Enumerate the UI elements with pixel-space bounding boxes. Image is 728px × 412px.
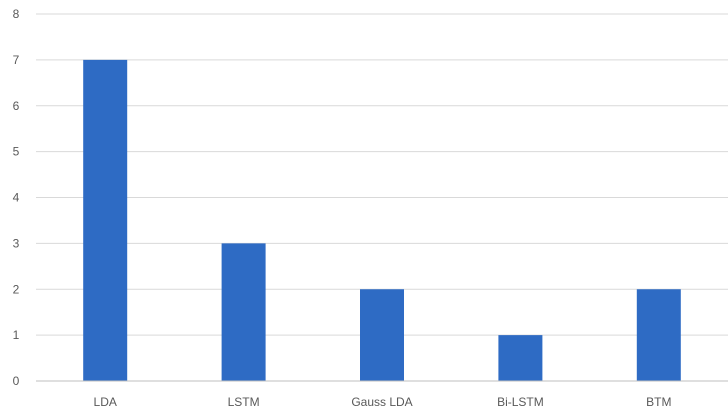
y-tick-label: 0 bbox=[13, 374, 20, 388]
bar-lstm bbox=[221, 243, 266, 381]
x-tick-label: Gauss LDA bbox=[351, 395, 412, 409]
x-axis-tick-labels: LDA LSTM Gauss LDA Bi-LSTM BTM bbox=[94, 395, 672, 409]
bar-bi-lstm bbox=[498, 335, 543, 381]
y-tick-label: 1 bbox=[13, 328, 20, 342]
x-tick-label: Bi-LSTM bbox=[497, 395, 544, 409]
y-tick-label: 7 bbox=[13, 53, 20, 67]
y-tick-label: 2 bbox=[13, 282, 20, 296]
y-tick-label: 4 bbox=[13, 191, 20, 205]
bar-btm bbox=[636, 289, 681, 381]
x-tick-label: LDA bbox=[94, 395, 117, 409]
bars bbox=[83, 59, 681, 381]
y-tick-label: 3 bbox=[13, 236, 20, 250]
x-tick-label: LSTM bbox=[228, 395, 260, 409]
y-tick-label: 6 bbox=[13, 99, 20, 113]
x-tick-label: BTM bbox=[646, 395, 671, 409]
y-tick-label: 8 bbox=[13, 7, 20, 21]
y-tick-label: 5 bbox=[13, 145, 20, 159]
bar-lda bbox=[83, 59, 128, 381]
y-axis-tick-labels: 0 1 2 3 4 5 6 7 8 bbox=[13, 7, 20, 388]
bar-gauss-lda bbox=[360, 289, 404, 381]
gridlines bbox=[36, 13, 728, 336]
